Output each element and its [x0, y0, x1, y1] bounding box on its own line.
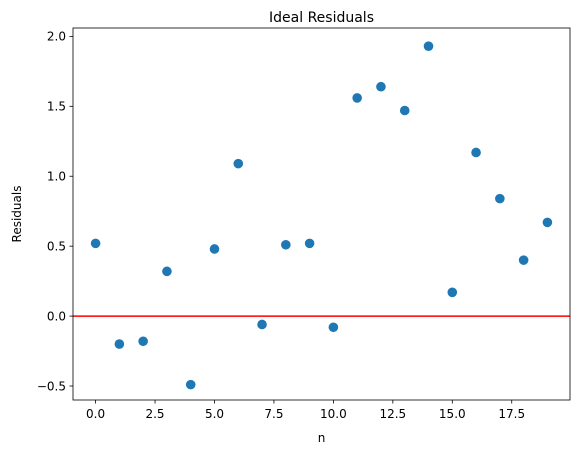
data-point: [114, 339, 125, 349]
y-tick-label: −0.5: [37, 379, 66, 393]
data-point: [471, 147, 481, 158]
y-tick-label: 0.5: [47, 239, 66, 253]
y-tick-label: 2.0: [47, 30, 66, 44]
y-axis-label: Residuals: [10, 186, 24, 243]
x-tick-label: 17.5: [498, 407, 525, 421]
data-point: [257, 319, 267, 330]
plot-frame: [72, 27, 571, 401]
data-point: [399, 105, 410, 116]
x-tick-label: 5.0: [205, 407, 224, 421]
data-point: [518, 255, 529, 265]
x-tick-label: 12.5: [379, 407, 406, 421]
x-tick-label: 15.0: [439, 407, 466, 421]
x-tick-label: 10.0: [320, 407, 347, 421]
x-tick-label: 0.0: [86, 407, 105, 421]
x-tick-label: 7.5: [264, 407, 283, 421]
y-axis: −0.5 0.0 0.5 1.0 1.5 2.0: [37, 30, 73, 393]
data-point: [233, 158, 244, 169]
data-point: [138, 336, 148, 347]
x-axis-label: n: [318, 431, 326, 445]
data-point: [328, 322, 339, 333]
plot-area: [72, 27, 571, 401]
x-tick-label: 2.5: [145, 407, 164, 421]
data-point: [447, 287, 458, 298]
data-point: [423, 41, 434, 51]
data-point: [542, 217, 553, 228]
data-point: [185, 379, 196, 390]
y-tick-label: 0.0: [47, 309, 66, 323]
data-point: [281, 239, 291, 250]
x-axis: 0.0 2.5 5.0 7.5 10.0 12.5 15.0 17.5: [86, 400, 525, 421]
data-point: [162, 266, 172, 277]
data-point: [495, 193, 505, 204]
chart-title: Ideal Residuals: [269, 10, 374, 26]
data-point: [209, 244, 220, 254]
y-tick-label: 1.0: [47, 170, 66, 184]
data-point: [352, 93, 362, 103]
y-tick-label: 1.5: [47, 100, 66, 114]
data-point: [376, 81, 386, 92]
data-point: [90, 238, 101, 249]
data-point: [304, 238, 315, 249]
